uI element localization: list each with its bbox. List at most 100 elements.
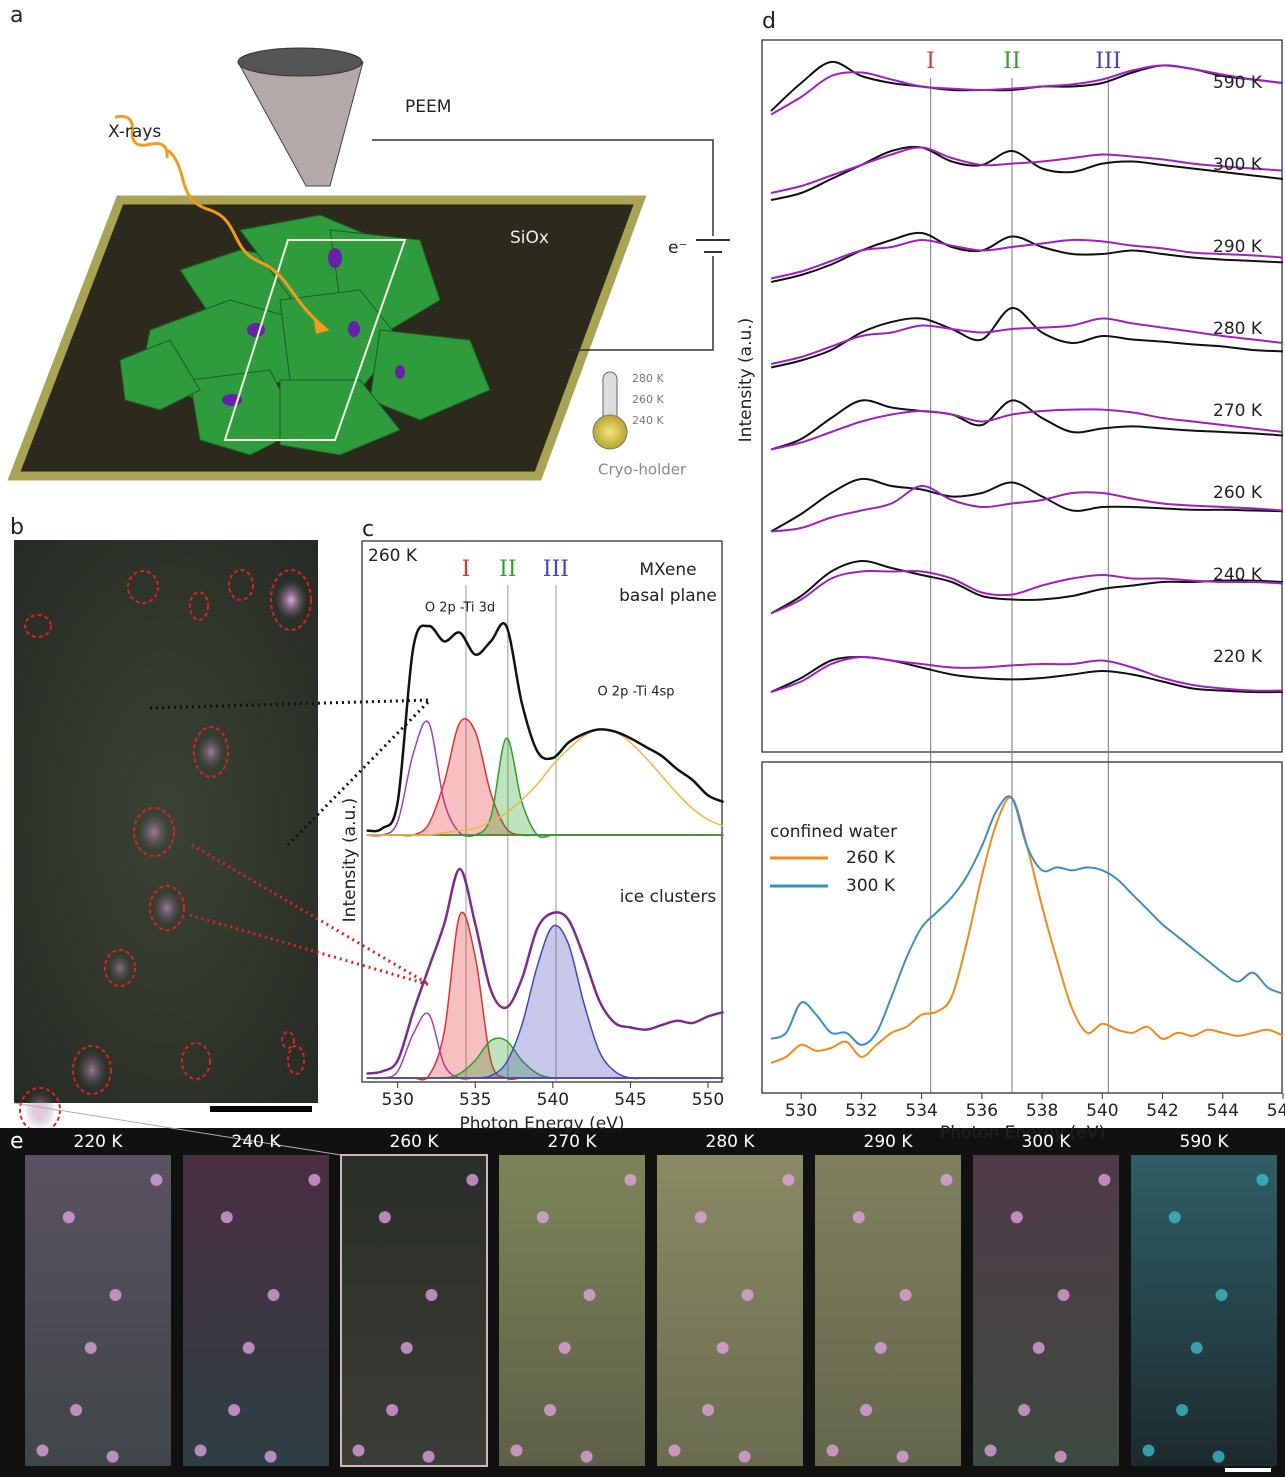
scale-bar — [1225, 1468, 1271, 1472]
label: PEEM — [405, 97, 451, 117]
detector-cone — [238, 62, 363, 186]
bright-spot — [353, 1444, 365, 1456]
y-axis-title: Intensity (a.u.) — [736, 318, 756, 443]
bright-spot — [37, 1444, 49, 1456]
strip-image — [815, 1155, 961, 1466]
bright-spot — [195, 1444, 207, 1456]
panel-label: a — [10, 3, 23, 28]
strip-label: 240 K — [232, 1132, 282, 1152]
spectrum-label: MXene — [639, 560, 696, 580]
x-tick-label: 534 — [905, 1101, 937, 1121]
spectrum-label: 240 K — [1213, 565, 1263, 585]
bright-spot — [875, 1342, 887, 1354]
bright-spot — [423, 1451, 435, 1463]
spectrum-label: 260 K — [1213, 483, 1263, 503]
fit-curve — [367, 719, 724, 836]
spectrum-label: ice clusters — [620, 887, 717, 907]
annotation: O 2p -Ti 3d — [425, 601, 495, 616]
line — [771, 409, 1283, 449]
x-tick-label: 542 — [1146, 1101, 1178, 1121]
bright-spot — [265, 1451, 277, 1463]
bright-spot — [717, 1342, 729, 1354]
line — [771, 479, 1283, 532]
x-tick-label: 536 — [966, 1101, 998, 1121]
bright-spot — [110, 1289, 122, 1301]
bright-spot — [379, 1211, 391, 1223]
spectrum-label: 290 K — [1213, 237, 1263, 257]
fit-curve — [367, 729, 724, 835]
x-tick-label: 540 — [537, 1090, 569, 1110]
panel-label: e — [10, 1129, 24, 1154]
bright-spot — [63, 1211, 75, 1223]
bright-spot — [85, 1342, 97, 1354]
bright-spot — [1191, 1342, 1203, 1354]
bright-spot — [150, 1174, 162, 1186]
temperature: 260 K — [368, 546, 418, 566]
marker-label: II — [499, 557, 516, 582]
bright-spot — [742, 1289, 754, 1301]
spectrum-label: 270 K — [1213, 401, 1263, 421]
bright-spot — [897, 1451, 909, 1463]
bright-spot — [624, 1174, 636, 1186]
legend-label: 300 K — [846, 876, 896, 896]
line — [771, 571, 1283, 614]
strip-image — [657, 1155, 803, 1466]
marker-label: I — [926, 49, 935, 74]
spectrum-label: 280 K — [1213, 319, 1263, 339]
label: X-rays — [108, 122, 161, 142]
panel-label: d — [762, 9, 776, 34]
strip-label: 270 K — [548, 1132, 598, 1152]
panel-label: b — [10, 515, 24, 540]
x-tick-label: 546 — [1267, 1101, 1285, 1121]
bright-spot — [268, 1289, 280, 1301]
line — [771, 233, 1283, 282]
scale-label: 260 K — [632, 393, 664, 406]
bright-spot — [1213, 1451, 1225, 1463]
bright-spot — [1176, 1404, 1188, 1416]
scale-label: 240 K — [632, 414, 664, 427]
micrograph — [14, 540, 430, 1132]
bright-spot — [107, 1451, 119, 1463]
fit-curve — [367, 738, 724, 837]
label: SiOx — [510, 228, 549, 248]
scale-bar — [210, 1106, 312, 1112]
line — [367, 623, 724, 831]
bright-spot — [985, 1444, 997, 1456]
bright-spot — [860, 1404, 872, 1416]
label: Cryo-holder — [598, 461, 687, 479]
bright-spot — [1055, 1451, 1067, 1463]
line — [771, 62, 1283, 111]
thermometer-bulb — [593, 415, 627, 449]
bright-spot — [426, 1289, 438, 1301]
strip-label: 220 K — [74, 1132, 124, 1152]
panel-label: c — [362, 517, 374, 542]
x-tick-label: 535 — [459, 1090, 491, 1110]
x-tick-label: 532 — [845, 1101, 877, 1121]
strip-label: 300 K — [1022, 1132, 1072, 1152]
detector-top — [238, 48, 362, 76]
strip-label: 260 K — [390, 1132, 440, 1152]
bright-spot — [1098, 1174, 1110, 1186]
bright-spot — [1216, 1289, 1228, 1301]
bright-spot — [537, 1211, 549, 1223]
line — [771, 561, 1283, 614]
bright-spot — [228, 1404, 240, 1416]
bright-spot — [940, 1174, 952, 1186]
x-tick-label: 530 — [381, 1090, 413, 1110]
scale-label: 280 K — [632, 372, 664, 385]
bright-spot — [739, 1451, 751, 1463]
bright-spot — [900, 1289, 912, 1301]
x-tick-label: 544 — [1207, 1101, 1239, 1121]
line — [771, 400, 1283, 449]
legend-title: confined water — [770, 822, 897, 842]
y-axis-title: Intensity (a.u.) — [340, 798, 360, 923]
bright-spot — [1256, 1174, 1268, 1186]
bright-spot — [1058, 1289, 1070, 1301]
spectrum-label: 590 K — [1213, 73, 1263, 93]
line — [771, 318, 1283, 364]
schematic: PEEM X-rays SiOx e⁻ 280 K 260 K 240 K Cr… — [14, 48, 730, 479]
bright-spot — [401, 1342, 413, 1354]
bright-spot — [1018, 1404, 1030, 1416]
strip-label: 590 K — [1180, 1132, 1230, 1152]
strip-image — [1131, 1155, 1277, 1466]
